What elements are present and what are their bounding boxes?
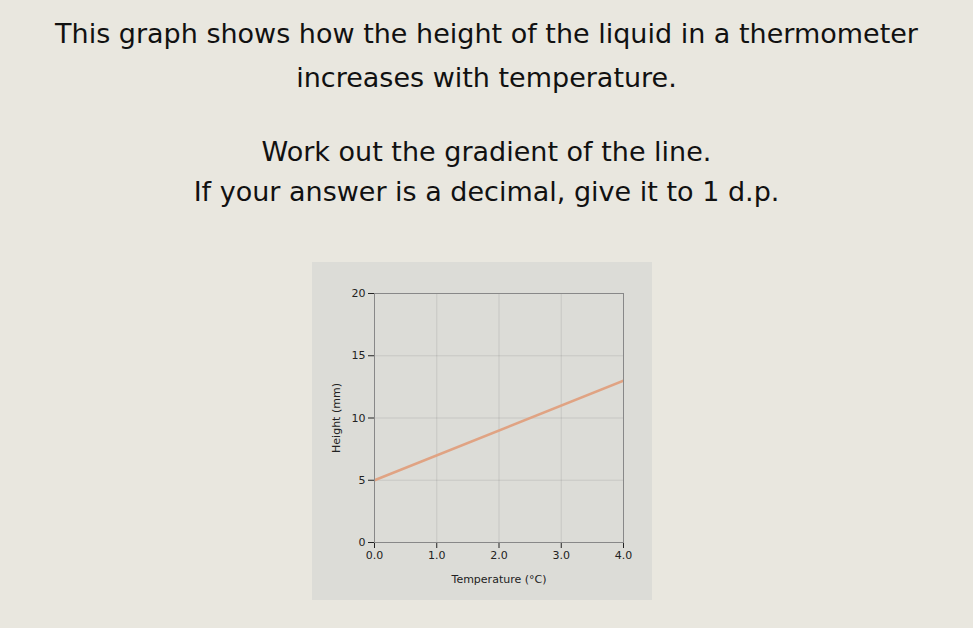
- svg-text:20: 20: [352, 287, 366, 300]
- svg-text:2.0: 2.0: [490, 549, 508, 562]
- svg-text:10: 10: [352, 412, 366, 425]
- svg-text:3.0: 3.0: [553, 549, 571, 562]
- html-text:If your answer is a decimal, g: If your answer is a decimal, give it to …: [193, 176, 780, 207]
- svg-text:0.0: 0.0: [366, 549, 384, 562]
- svg-text:0: 0: [359, 536, 366, 549]
- svg-text:Temperature (°C): Temperature (°C): [451, 573, 547, 586]
- svg-text:1.0: 1.0: [428, 549, 446, 562]
- html-text:Work out the gradient of the l: Work out the gradient of the line.: [261, 136, 712, 167]
- svg-text:5: 5: [359, 474, 366, 487]
- svg-text:Height (mm): Height (mm): [330, 383, 343, 453]
- svg-text:15: 15: [352, 349, 366, 362]
- html-text:This graph shows how the heigh: This graph shows how the height of the l…: [55, 18, 918, 93]
- svg-text:4.0: 4.0: [615, 549, 633, 562]
